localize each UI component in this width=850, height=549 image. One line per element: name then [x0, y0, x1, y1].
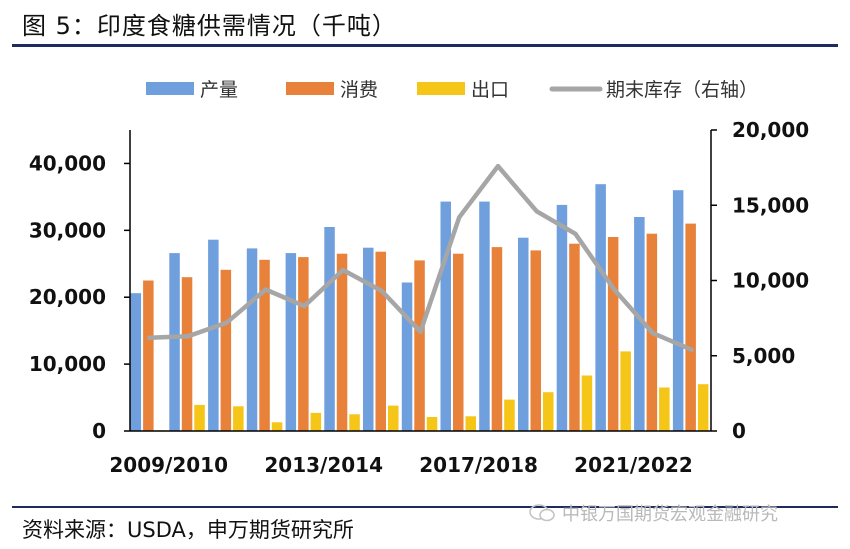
- bar-consumption-2: [220, 269, 232, 431]
- inventory-line-series: [147, 163, 694, 352]
- bar-export-1: [194, 404, 205, 431]
- figure-title: 图 5：印度食糖供需情况（千吨）: [22, 12, 397, 40]
- left-tick-label-3: 30,000: [29, 218, 106, 242]
- bar-production-6: [363, 247, 374, 431]
- bar-consumption-7: [414, 260, 425, 431]
- watermark-text: 中银万国期货宏观金融研究: [562, 504, 778, 525]
- bar-production-4: [285, 253, 297, 431]
- bar-consumption-14: [685, 223, 696, 431]
- bar-consumption-4: [298, 257, 309, 431]
- x-tick-label-0: 2009/2010: [109, 453, 228, 477]
- bar-production-1: [169, 253, 180, 431]
- bar-production-13: [634, 217, 645, 431]
- bar-export-5: [349, 414, 360, 431]
- right-tick-label-3: 15,000: [732, 193, 809, 217]
- bar-export-6: [388, 405, 399, 431]
- bar-export-9: [504, 399, 515, 431]
- left-tick-label-1: 10,000: [29, 352, 106, 376]
- left-tick-label-4: 40,000: [29, 151, 106, 175]
- bar-production-0: [130, 293, 142, 431]
- bar-production-7: [401, 282, 413, 431]
- bar-production-10: [518, 237, 529, 431]
- bar-consumption-11: [569, 243, 580, 431]
- bar-export-4: [310, 412, 322, 431]
- right-tick-label-4: 20,000: [732, 118, 809, 142]
- watermark: 中银万国期货宏观金融研究: [528, 500, 778, 526]
- bar-production-12: [595, 184, 606, 431]
- bar-consumption-1: [181, 277, 193, 431]
- bar-export-7: [426, 417, 438, 431]
- bar-production-5: [324, 227, 335, 431]
- bar-production-3: [246, 248, 258, 431]
- bar-consumption-12: [607, 237, 619, 431]
- bar-consumption-0: [143, 280, 154, 431]
- left-tick-label-0: 0: [92, 419, 106, 443]
- chart-axes: 0 10,000 20,000 30,000 40,000 0 5,000 10,000 15,…: [29, 118, 809, 477]
- bar-export-12: [620, 351, 631, 431]
- bar-export-3: [271, 422, 283, 431]
- legend-swatch-0: [146, 82, 194, 95]
- bar-production-8: [440, 201, 451, 431]
- bar-export-10: [543, 392, 554, 431]
- legend-label-3: 期末库存（右轴）: [606, 79, 758, 101]
- bar-series: [130, 184, 709, 431]
- x-tick-label-2: 2017/2018: [419, 453, 538, 477]
- right-tick-label-1: 5,000: [732, 344, 795, 368]
- right-tick-label-0: 0: [732, 419, 746, 443]
- legend-swatch-2: [417, 82, 465, 95]
- bar-production-14: [672, 190, 684, 431]
- right-tick-label-2: 10,000: [732, 269, 809, 293]
- bar-consumption-10: [530, 250, 541, 431]
- chat-bubble-icon: [529, 504, 555, 522]
- bar-export-14: [697, 384, 709, 431]
- bar-production-2: [208, 239, 219, 431]
- x-tick-label-3: 2021/2022: [574, 453, 693, 477]
- legend-label-1: 消费: [340, 79, 378, 101]
- bar-consumption-5: [336, 253, 348, 431]
- bar-production-11: [556, 204, 568, 431]
- source-rule: [12, 506, 838, 508]
- chart-legend: 产量 消费 出口 期末库存（右轴）: [146, 79, 758, 101]
- legend-label-2: 出口: [471, 79, 509, 101]
- bar-consumption-3: [259, 259, 270, 431]
- legend-label-0: 产量: [200, 79, 238, 101]
- left-tick-label-2: 20,000: [29, 285, 106, 309]
- bar-consumption-6: [375, 251, 386, 431]
- bar-production-9: [479, 201, 490, 431]
- legend-swatch-1: [286, 82, 334, 95]
- source-note: 资料来源：USDA，申万期货研究所: [22, 518, 354, 542]
- x-tick-label-1: 2013/2014: [264, 453, 383, 477]
- bar-export-11: [581, 375, 593, 431]
- bar-consumption-8: [453, 253, 464, 431]
- bar-export-8: [465, 416, 476, 431]
- bar-consumption-9: [491, 247, 503, 431]
- bar-export-13: [659, 387, 670, 431]
- bar-export-2: [233, 406, 244, 431]
- title-rule: [12, 44, 838, 47]
